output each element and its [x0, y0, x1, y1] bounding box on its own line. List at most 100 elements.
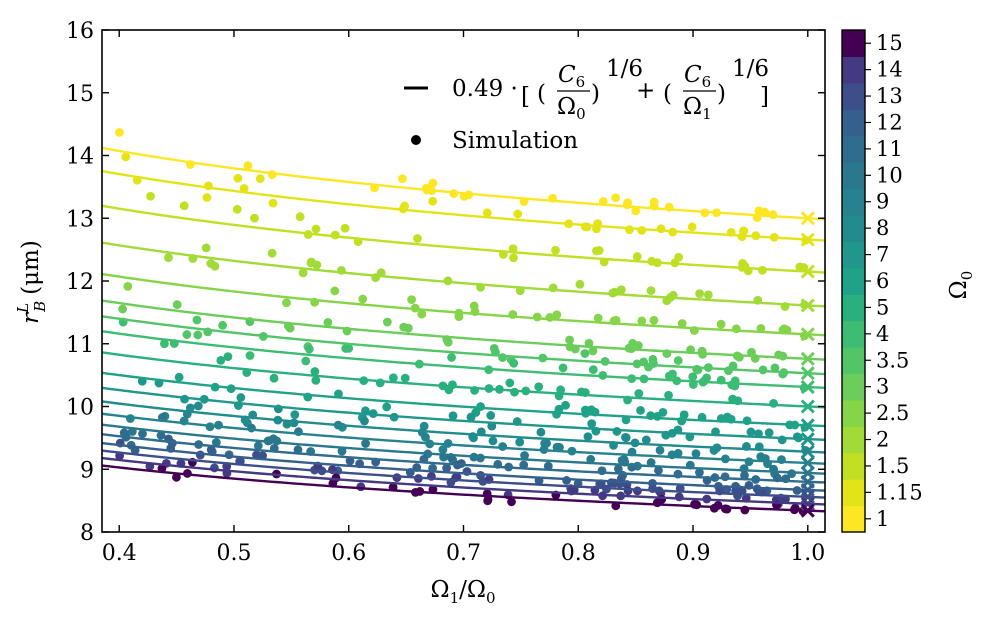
simulation-point: [243, 161, 253, 171]
simulation-point: [115, 127, 124, 137]
simulation-point: [634, 389, 644, 398]
colorbar-tick-label: 3.5: [876, 348, 909, 372]
simulation-point: [756, 452, 766, 462]
simulation-point: [508, 244, 518, 254]
endpoint-x-marker: [800, 432, 815, 447]
simulation-point: [245, 351, 255, 360]
endpoint-x-marker: [800, 232, 815, 247]
colorbar-frame: [841, 29, 866, 533]
simulation-point: [703, 290, 713, 300]
simulation-point: [674, 252, 684, 262]
model-curve: [102, 371, 825, 428]
endpoint-x-marker: [800, 418, 815, 433]
simulation-point: [575, 279, 585, 289]
simulation-point: [301, 356, 311, 366]
legend-line-label: 0.49 ·: [452, 76, 518, 102]
simulation-point: [611, 193, 621, 203]
svg-text:Ω0: Ω0: [946, 271, 976, 300]
simulation-point: [442, 463, 451, 473]
model-curve: [102, 386, 825, 442]
simulation-point: [540, 439, 550, 448]
endpoint-x-marker: [800, 298, 815, 313]
simulation-point: [268, 198, 278, 208]
simulation-point: [552, 310, 562, 320]
axis-tick-labels: 0.4 0.5 0.6 0.7 0.8 0.9 1.0 8 9 10 11 12 13 14 15 16: [66, 19, 825, 566]
simulation-point: [182, 330, 192, 339]
colorbar-title: Ω0: [946, 271, 976, 300]
colorbar-tick-label: 2: [876, 428, 889, 452]
simulation-point: [536, 427, 546, 437]
simulation-point: [298, 268, 308, 278]
x-axis-title: Ω1/Ω0: [431, 577, 496, 607]
simulation-point: [740, 471, 749, 480]
simulation-point: [649, 197, 659, 207]
simulation-point: [285, 323, 295, 333]
y-tick-label: 9: [80, 458, 94, 483]
simulation-point: [633, 341, 643, 350]
simulation-point: [448, 411, 458, 421]
simulation-point: [534, 382, 544, 392]
colorbar-segment: [842, 505, 865, 533]
simulation-point: [588, 365, 598, 374]
simulation-point: [382, 402, 392, 412]
svg-text:rLB(μm): rLB(μm): [14, 240, 49, 324]
x-tick-label: 0.4: [102, 541, 137, 566]
simulation-point: [399, 322, 409, 332]
simulation-point: [233, 173, 243, 183]
simulation-point: [201, 243, 211, 253]
simulation-point: [561, 400, 570, 410]
colorbar-tick-label: 1.5: [876, 454, 909, 478]
simulation-point: [454, 312, 464, 322]
simulation-point: [118, 304, 128, 314]
simulation-point: [211, 438, 221, 447]
simulation-point: [293, 445, 303, 455]
simulation-point: [223, 352, 233, 362]
colorbar-segment: [842, 188, 865, 216]
x-tick-label: 0.7: [446, 541, 481, 566]
colorbar-tick-label: 13: [876, 84, 903, 108]
simulation-point: [489, 344, 499, 353]
simulation-point: [625, 225, 634, 235]
y-tick-label: 11: [66, 333, 94, 358]
colorbar-tick-label: 7: [876, 243, 889, 267]
simulation-point: [646, 286, 656, 296]
simulation-point: [121, 152, 131, 162]
simulation-point: [388, 373, 398, 383]
simulation-point: [593, 313, 603, 323]
formula-numerator-2: C6: [684, 62, 711, 91]
simulation-point: [795, 262, 805, 272]
colorbar-segment: [842, 320, 865, 348]
colorbar-tick-label: 4: [876, 322, 889, 346]
simulation-point: [631, 206, 641, 216]
colorbar-segment: [842, 373, 865, 401]
simulation-point: [123, 282, 133, 291]
colorbar-segment: [842, 267, 865, 295]
colorbar-tick-label: 5: [876, 295, 889, 319]
simulation-point: [247, 423, 256, 433]
y-tick-label: 16: [66, 19, 94, 44]
x-tick-label: 0.9: [676, 541, 711, 566]
simulation-point: [447, 353, 456, 362]
simulation-point: [716, 319, 726, 329]
colorbar-tick-label: 1: [876, 507, 889, 531]
simulation-point: [649, 315, 659, 325]
simulation-point: [193, 330, 203, 340]
simulation-point: [580, 349, 590, 358]
colorbar-tick-label: 12: [876, 110, 903, 134]
simulation-point: [295, 212, 305, 222]
formula-numerator-1: C6: [558, 62, 585, 91]
simulation-point: [421, 432, 430, 442]
colorbar-segment: [842, 30, 865, 58]
y-tick-label: 14: [66, 145, 94, 170]
simulation-point: [250, 213, 259, 223]
simulation-point: [311, 224, 321, 234]
model-curve: [102, 315, 825, 376]
simulation-point: [312, 260, 322, 270]
simulation-point: [636, 405, 645, 415]
simulation-point: [587, 419, 597, 429]
simulation-point: [400, 373, 410, 383]
simulation-point: [164, 253, 173, 263]
simulation-point: [654, 465, 663, 475]
endpoint-x-marker: [800, 503, 815, 518]
